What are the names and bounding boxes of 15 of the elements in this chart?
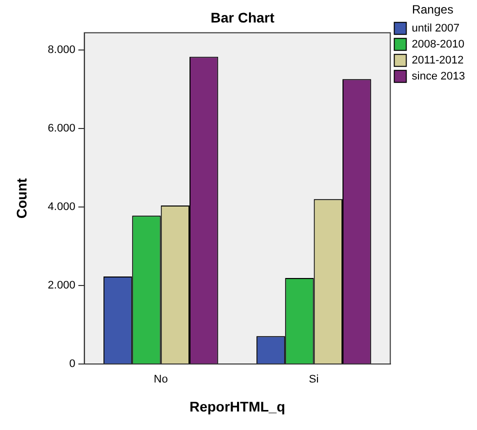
y-tick-label: 8.000 <box>48 44 76 56</box>
x-axis-title: ReporHTML_q <box>189 398 286 414</box>
x-tick-label: No <box>154 374 168 386</box>
y-tick-label: 4.000 <box>48 201 76 214</box>
legend-label: 2011-2012 <box>412 54 464 66</box>
legend-label: since 2013 <box>412 70 466 82</box>
chart-title: Bar Chart <box>210 9 275 26</box>
y-tick-label: 6.000 <box>48 122 76 135</box>
y-tick-label: 0 <box>69 358 76 370</box>
y-axis-title: Count <box>13 178 30 219</box>
legend-label: 2008-2010 <box>412 38 464 50</box>
legend-label: until 2007 <box>412 22 460 34</box>
y-tick-label: 2.000 <box>48 280 76 292</box>
x-tick-label: Si <box>308 374 319 386</box>
legend-title: Ranges <box>412 2 454 16</box>
